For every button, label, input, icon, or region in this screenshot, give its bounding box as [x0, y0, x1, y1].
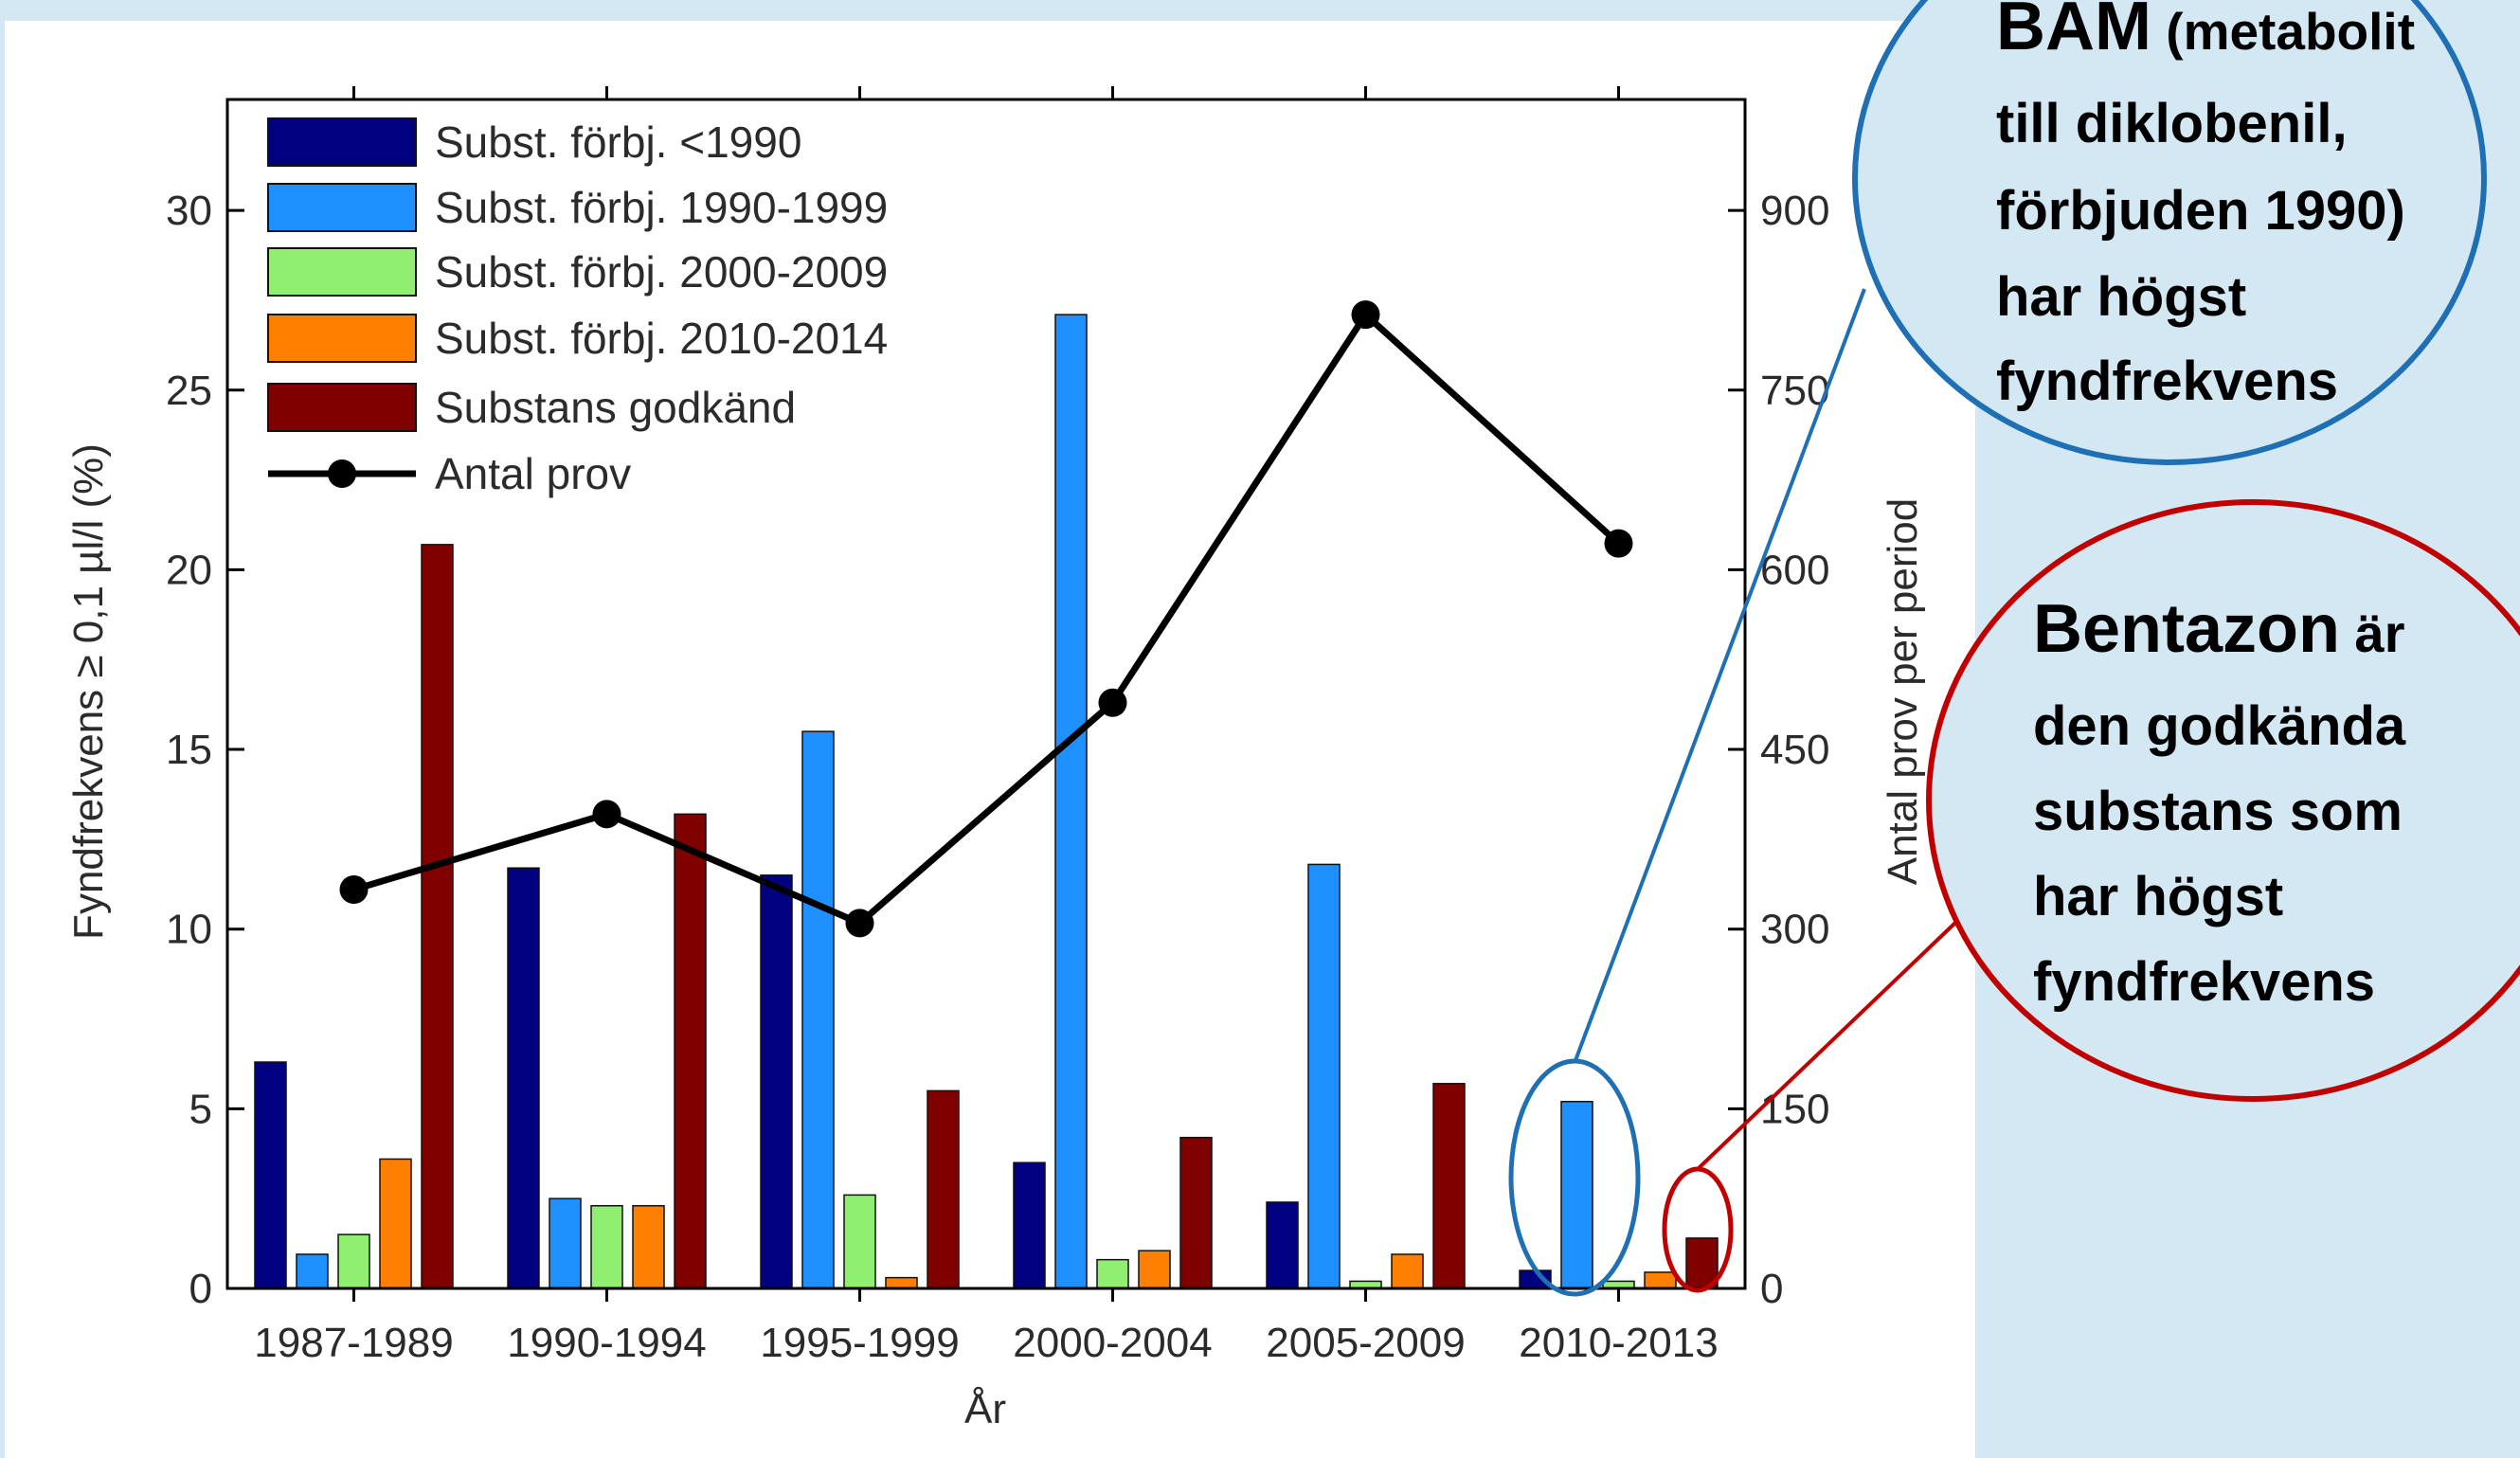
bentazon-callout-line5: fyndfrekvens: [2033, 951, 2375, 1013]
y-tick-label-left: 0: [189, 1266, 212, 1312]
bar: [1096, 1258, 1129, 1289]
bar: [549, 1197, 582, 1289]
legend-swatch: [267, 117, 417, 167]
x-tick-label: 1995-1999: [760, 1320, 959, 1366]
x-tick-label: 2005-2009: [1266, 1320, 1465, 1366]
bentazon-callout-line1-bold: Bentazon: [2033, 591, 2340, 667]
y-tick-label-right: 600: [1760, 547, 1829, 593]
y-tick-label-left: 20: [166, 547, 212, 593]
y-tick-label-left: 5: [189, 1086, 212, 1132]
bentazon-callout-line1-rest: är: [2340, 603, 2405, 663]
axis-ticks: 05101520253001503004506007509001987-1989…: [166, 86, 1829, 1366]
bar: [337, 1233, 370, 1289]
bam-callout-bubble: [1852, 0, 2487, 465]
bam-callout-line5: fyndfrekvens: [1996, 351, 2338, 412]
bar: [885, 1276, 918, 1289]
bar: [1432, 1083, 1466, 1289]
bam-callout-line2: till diklobenil,: [1996, 93, 2348, 154]
legend-label: Subst. förbj. <1990: [435, 117, 801, 167]
plot-frame: [225, 98, 1747, 1290]
bentazon-callout-connector: [1696, 900, 1979, 1171]
bar: [507, 867, 540, 1289]
y-tick-label-right: 900: [1760, 188, 1829, 234]
line-point: [845, 909, 874, 938]
legend-label: Substans godkänd: [435, 383, 796, 432]
svg-text:Bentazon är: Bentazon är: [2033, 591, 2405, 667]
y-tick-label-left: 15: [166, 727, 212, 773]
chart-panel: [5, 21, 1975, 1458]
x-tick-label: 2000-2004: [1013, 1320, 1212, 1366]
bar: [254, 1061, 287, 1289]
y-axis-title-right: Antal prov per period: [1880, 498, 1926, 885]
bar: [760, 874, 793, 1289]
y-axis-title-left: Fyndfrekvens ≥ 0,1 µl/l (%): [65, 443, 112, 940]
x-tick-label: 1987-1989: [254, 1320, 453, 1366]
bar: [674, 813, 707, 1289]
line-point: [1098, 688, 1127, 717]
bam-callout-line1-bold: BAM: [1996, 0, 2151, 64]
bam-callout-line1-rest: (metabolit: [2151, 2, 2415, 61]
bar: [632, 1205, 665, 1289]
y-tick-label-left: 10: [166, 907, 212, 953]
bam-callout-line3: förbjuden 1990): [1996, 180, 2405, 242]
bar: [1266, 1201, 1299, 1289]
bar: [843, 1194, 876, 1289]
bentazon-callout-line3: substans som: [2033, 781, 2403, 842]
x-axis-title: År: [964, 1386, 1006, 1432]
bar: [1307, 863, 1341, 1289]
bentazon-callout-line4: har högst: [2033, 866, 2283, 927]
bar: [590, 1205, 623, 1289]
line-point: [339, 874, 369, 904]
bam-callout-text: BAM (metabolit till diklobenil, förbjude…: [1996, 0, 2415, 412]
line-point: [592, 800, 621, 829]
legend-label: Antal prov: [435, 449, 631, 498]
y-tick-label-right: 300: [1760, 907, 1829, 953]
y-tick-label-right: 750: [1760, 368, 1829, 414]
bar: [1013, 1161, 1046, 1289]
bar: [1644, 1271, 1677, 1289]
y-tick-label-left: 30: [166, 188, 212, 234]
bar: [801, 730, 835, 1289]
bar: [1391, 1253, 1424, 1289]
legend-label: Subst. förbj. 2010-2014: [435, 314, 888, 363]
bar: [1054, 314, 1088, 1289]
bar: [296, 1253, 329, 1289]
legend: Subst. förbj. <1990 Subst. förbj. 1990-19…: [267, 117, 888, 498]
x-tick-label: 2010-2013: [1519, 1320, 1718, 1366]
legend-label: Subst. förbj. 2000-2009: [435, 247, 888, 297]
legend-swatch: [267, 183, 417, 232]
line-point: [1351, 300, 1380, 330]
svg-text:BAM (metabolit: BAM (metabolit: [1996, 0, 2415, 64]
legend-swatch: [267, 247, 417, 297]
y-tick-label-right: 450: [1760, 727, 1829, 773]
bar: [927, 1089, 960, 1289]
y-tick-label-right: 150: [1760, 1086, 1829, 1132]
bentazon-callout-line2: den godkända: [2033, 695, 2406, 757]
legend-swatch: [267, 314, 417, 363]
bar: [421, 544, 454, 1289]
legend-line-marker: [328, 459, 356, 488]
legend-swatch: [267, 383, 417, 432]
bentazon-callout-text: Bentazon är den godkända substans som ha…: [2033, 591, 2406, 1013]
line-series: [339, 300, 1633, 938]
line-point: [1604, 529, 1633, 558]
x-tick-label: 1990-1994: [507, 1320, 706, 1366]
bar: [1560, 1101, 1593, 1289]
bam-callout-line4: har högst: [1996, 266, 2246, 328]
bar: [1179, 1136, 1213, 1289]
y-tick-label-right: 0: [1760, 1266, 1783, 1312]
bar: [379, 1158, 412, 1289]
bam-callout-connector: [1573, 288, 1866, 1064]
bar: [1138, 1250, 1171, 1289]
legend-label: Subst. förbj. 1990-1999: [435, 183, 888, 232]
bentazon-callout-bubble: [1926, 499, 2520, 1102]
antal-prov-line: [352, 311, 1621, 927]
y-tick-label-left: 25: [166, 368, 212, 414]
